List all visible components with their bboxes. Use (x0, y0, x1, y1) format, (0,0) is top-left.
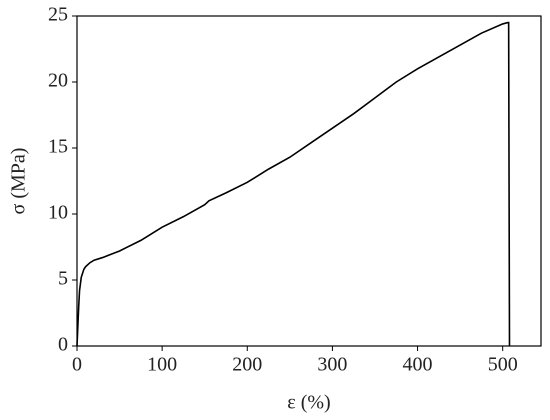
plot-frame (76, 15, 542, 347)
x-tick-label: 100 (147, 354, 177, 376)
x-tick-label: 0 (72, 354, 82, 376)
y-tick-label: 15 (48, 136, 68, 158)
y-axis-label: σ (MPa) (8, 148, 30, 215)
y-tick-label: 25 (48, 4, 68, 26)
x-tick-label: 200 (232, 354, 262, 376)
y-tick-label: 10 (48, 202, 68, 224)
x-tick-label: 500 (488, 354, 518, 376)
data-line (76, 21, 511, 347)
y-tick-label: 5 (58, 268, 68, 290)
y-tick-label: 0 (58, 334, 68, 356)
x-axis-label: ε (%) (287, 392, 330, 414)
x-tick-label: 300 (317, 354, 347, 376)
x-tick-label: 400 (403, 354, 433, 376)
y-tick-label: 20 (48, 70, 68, 92)
